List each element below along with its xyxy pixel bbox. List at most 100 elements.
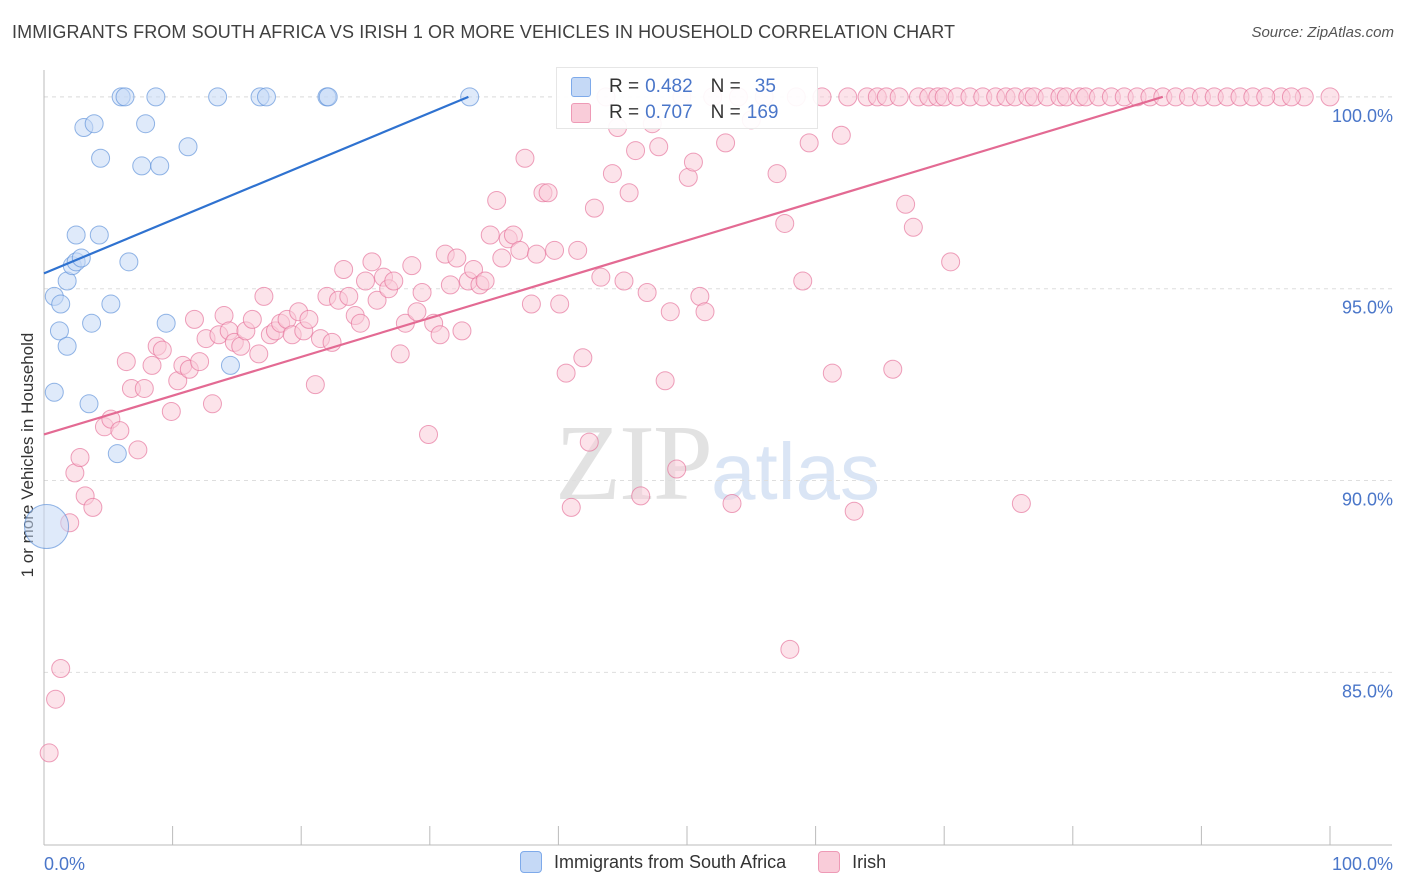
point-south-africa [57,336,77,356]
legend-swatch-irish [571,103,591,123]
point-irish [655,371,675,391]
point-south-africa [156,313,176,333]
point-irish [116,352,136,372]
point-south-africa [44,382,64,402]
point-south-africa [101,294,121,314]
tick-labels: 100.0% 95.0% 90.0% 85.0% 0.0% 100.0% [44,106,1393,874]
r-label: R = [609,76,640,97]
point-irish [1011,494,1031,514]
point-irish [254,286,274,306]
data-points [24,87,1340,763]
legend-swatch-south-africa [520,851,542,873]
point-irish [184,309,204,329]
point-irish [362,252,382,272]
point-south-africa [318,87,338,107]
point-irish [334,260,354,280]
point-irish [412,283,432,303]
point-south-africa [79,394,99,414]
point-irish [39,743,59,763]
point-irish [440,275,460,295]
point-irish [419,424,439,444]
source-label: Source: ZipAtlas.com [1251,24,1394,41]
point-irish [452,321,472,341]
r-value-south-africa: 0.482 [645,76,693,97]
point-irish [568,240,588,260]
point-irish [407,302,427,322]
point-irish [447,248,467,268]
point-irish [556,363,576,383]
point-irish [128,440,148,460]
point-south-africa [66,225,86,245]
point-south-africa [460,87,480,107]
point-irish [614,271,634,291]
point-south-africa [150,156,170,176]
legend-item-irish[interactable]: Irish [818,851,886,873]
axes [43,70,1392,846]
point-irish [695,302,715,322]
point-south-africa [49,321,69,341]
point-irish [716,133,736,153]
point-irish [134,378,154,398]
point-irish [202,394,222,414]
point-irish [775,213,795,233]
point-south-africa [178,137,198,157]
point-south-africa [132,156,152,176]
point-irish [637,283,657,303]
watermark-zip: ZIP [555,404,713,523]
point-irish [390,344,410,364]
grid-lines [44,96,1392,673]
point-south-africa [220,355,240,375]
point-irish [619,183,639,203]
point-irish [561,497,581,517]
legend-row-irish: R = 0.707 N = 169 [571,99,778,127]
point-irish [475,271,495,291]
point-irish [822,363,842,383]
x-tick-label: 100.0% [1332,854,1393,874]
point-irish [649,137,669,157]
point-irish [722,494,742,514]
point-south-africa [107,444,127,464]
chart-title: IMMIGRANTS FROM SOUTH AFRICA VS IRISH 1 … [12,22,956,42]
point-irish [1281,87,1301,107]
legend-swatch-south-africa [571,77,591,97]
point-irish [1320,87,1340,107]
point-irish [579,432,599,452]
point-irish [142,355,162,375]
correlation-legend: R = 0.482 N = 35 R = 0.707 N = 169 [556,67,818,129]
point-irish [538,183,558,203]
point-south-africa [146,87,166,107]
point-irish [299,309,319,329]
r-value-irish: 0.707 [645,102,693,123]
point-irish [573,348,593,368]
point-irish [515,148,535,168]
point-irish [591,267,611,287]
point-irish [70,448,90,467]
point-irish [545,240,565,260]
y-tick-label: 90.0% [1342,490,1393,510]
n-label: N = [710,102,741,123]
point-irish [521,294,541,314]
point-south-africa [84,114,104,134]
n-label: N = [710,76,741,97]
watermark: ZIPatlas [555,402,880,526]
series-legend: Immigrants from South Africa Irish [520,851,918,873]
point-irish [83,497,103,517]
point-south-africa [51,294,71,314]
point-irish [667,459,687,479]
point-irish [190,352,210,372]
n-value-south-africa: 35 [754,76,776,97]
y-tick-label: 100.0% [1332,106,1393,126]
y-tick-label: 85.0% [1342,681,1393,701]
legend-item-south-africa[interactable]: Immigrants from South Africa [520,851,786,873]
point-irish [584,198,604,218]
point-irish [51,659,71,679]
y-tick-label: 95.0% [1342,298,1393,318]
point-irish [793,271,813,291]
point-irish [896,194,916,214]
point-irish [1256,87,1276,107]
point-irish [631,486,651,506]
point-irish [367,290,387,310]
point-irish [780,639,800,659]
legend-swatch-irish [818,851,841,873]
point-irish [242,309,262,329]
